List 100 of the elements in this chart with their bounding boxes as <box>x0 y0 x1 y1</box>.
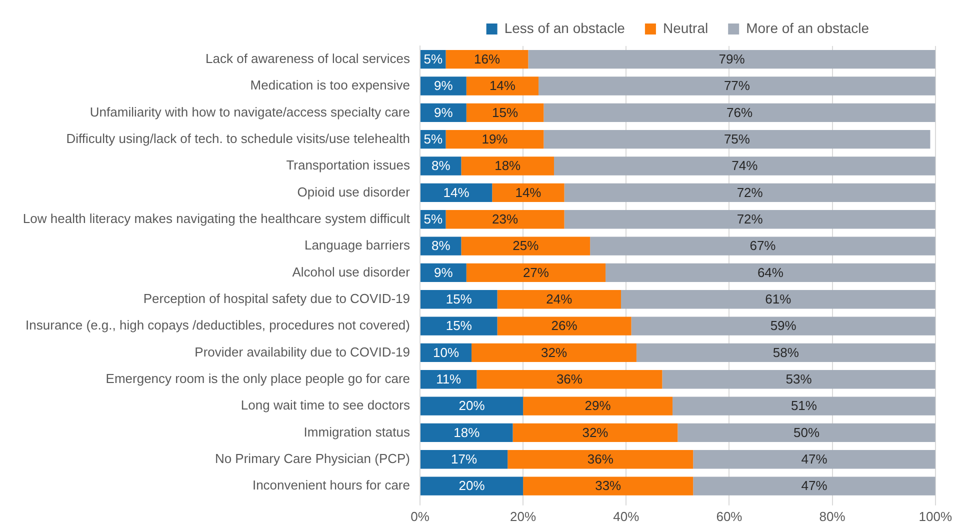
y-tick-label: Provider availability due to COVID-19 <box>194 344 410 360</box>
data-label: 47% <box>801 451 828 466</box>
data-label: 9% <box>434 264 454 280</box>
bar <box>544 130 930 149</box>
data-label: 8% <box>431 238 451 254</box>
bar <box>420 183 492 202</box>
bar <box>497 316 632 336</box>
bar <box>564 183 936 202</box>
data-label: 64% <box>757 264 784 280</box>
y-tick-label: Language barriers <box>304 238 410 253</box>
bar <box>420 316 498 336</box>
data-label: 79% <box>718 51 746 66</box>
data-label: 76% <box>726 104 753 120</box>
bar <box>472 343 636 362</box>
data-label: 33% <box>595 478 622 494</box>
data-label: 75% <box>724 131 750 146</box>
y-tick-label: Low health literacy makes navigating the healthcare system difficult <box>22 210 410 226</box>
bar <box>420 450 508 469</box>
bar <box>672 396 936 416</box>
data-label: 8% <box>431 158 451 174</box>
y-tick-label: Insurance (e.g., high copays /deductibles, procedures not covered) <box>26 318 410 333</box>
bar <box>512 423 678 442</box>
bar <box>678 423 936 442</box>
bar <box>554 156 936 176</box>
data-label: 50% <box>794 424 820 440</box>
data-label: 14% <box>489 78 516 94</box>
bar <box>476 370 662 389</box>
bar <box>631 316 936 336</box>
data-label: 5% <box>424 51 443 66</box>
bar <box>590 236 936 256</box>
data-label: 15% <box>492 104 518 120</box>
bar <box>538 76 936 96</box>
bar <box>446 210 564 229</box>
y-tick-label: Transportation issues <box>286 158 410 173</box>
data-label: 53% <box>786 371 812 386</box>
data-label: 18% <box>454 424 480 440</box>
y-tick-label: Difficulty using/lack of tech. to schedule visits/use telehealth <box>66 130 410 146</box>
data-label: 5% <box>424 211 443 226</box>
data-label: 32% <box>540 344 568 360</box>
data-label: 14% <box>443 184 470 200</box>
x-tick-label: 20% <box>510 508 537 524</box>
y-tick-label: No Primary Care Physician (PCP) <box>214 450 410 466</box>
bar <box>523 476 694 496</box>
data-label: 36% <box>587 451 614 466</box>
bar <box>420 396 524 416</box>
data-label: 74% <box>732 158 758 174</box>
bar <box>461 236 590 256</box>
bar <box>662 370 936 389</box>
data-label: 16% <box>474 51 500 66</box>
bar <box>497 290 621 309</box>
data-label: 17% <box>451 451 478 466</box>
bar <box>620 290 936 309</box>
x-tick-label: 60% <box>716 508 743 524</box>
bar <box>420 423 513 442</box>
data-label: 72% <box>736 184 764 200</box>
bar <box>446 50 528 69</box>
y-tick-label: Alcohol use disorder <box>292 264 411 280</box>
data-label: 72% <box>736 211 764 226</box>
bar <box>508 450 694 469</box>
y-tick-label: Perception of hospital safety due to COVID-19 <box>143 290 410 306</box>
x-tick-label: 0% <box>410 508 430 524</box>
x-tick-label: 40% <box>613 508 640 524</box>
data-label: 32% <box>582 424 609 440</box>
bar <box>492 183 564 202</box>
legend-label: More of an obstacle <box>746 20 870 36</box>
y-tick-label: Emergency room is the only place people go for care <box>106 370 410 386</box>
bar <box>420 76 466 96</box>
bar <box>461 156 554 176</box>
bar <box>466 103 544 122</box>
y-tick-label: Medication is too expensive <box>250 78 410 93</box>
data-label: 36% <box>556 371 583 386</box>
data-label: 5% <box>424 131 443 146</box>
data-label: 29% <box>584 398 612 414</box>
bar <box>693 450 936 469</box>
data-label: 77% <box>724 78 750 94</box>
data-label: 27% <box>522 264 550 280</box>
data-label: 14% <box>515 184 542 200</box>
bar <box>420 290 498 309</box>
data-label: 25% <box>512 238 540 254</box>
data-label: 10% <box>433 344 460 360</box>
legend-label: Less of an obstacle <box>504 20 626 36</box>
bar <box>606 263 936 282</box>
data-label: 61% <box>765 291 792 306</box>
bar <box>420 156 462 176</box>
bar <box>523 396 673 416</box>
bar <box>446 130 544 149</box>
data-label: 59% <box>770 318 797 334</box>
data-label: 67% <box>750 238 776 254</box>
data-label: 15% <box>446 318 472 334</box>
data-label: 19% <box>482 131 508 146</box>
data-label: 26% <box>551 318 578 334</box>
legend-label: Neutral <box>662 20 708 36</box>
bar <box>466 263 606 282</box>
bar <box>420 476 524 496</box>
data-label: 23% <box>492 211 518 226</box>
bar <box>466 76 539 96</box>
x-tick-label: 100% <box>918 508 952 524</box>
bar <box>693 476 936 496</box>
data-label: 47% <box>801 478 828 494</box>
data-label: 9% <box>434 104 454 120</box>
